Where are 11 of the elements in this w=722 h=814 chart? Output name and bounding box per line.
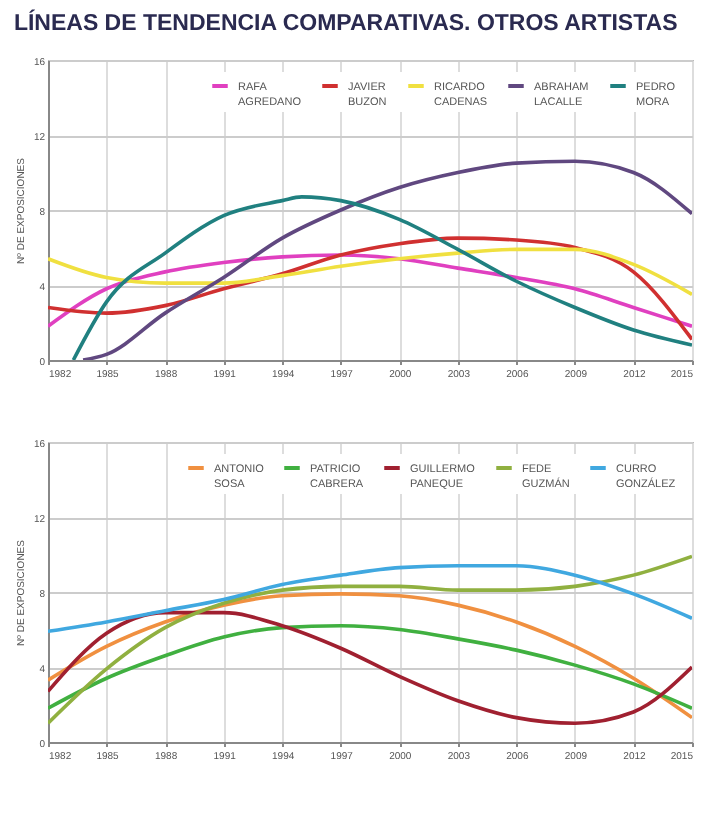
- line-series: [48, 592, 692, 720]
- chart-title: LÍNEAS DE TENDENCIA COMPARATIVAS. OTROS ARTISTAS: [13, 8, 679, 36]
- line-series: [48, 247, 692, 297]
- line-series: [48, 554, 692, 726]
- line-series: [81, 159, 692, 360]
- line-series: [48, 610, 692, 726]
- line-series: [71, 195, 692, 360]
- line-series: [48, 563, 692, 634]
- line-series: [48, 253, 692, 329]
- line-series: [48, 236, 692, 342]
- line-series: [48, 623, 692, 711]
